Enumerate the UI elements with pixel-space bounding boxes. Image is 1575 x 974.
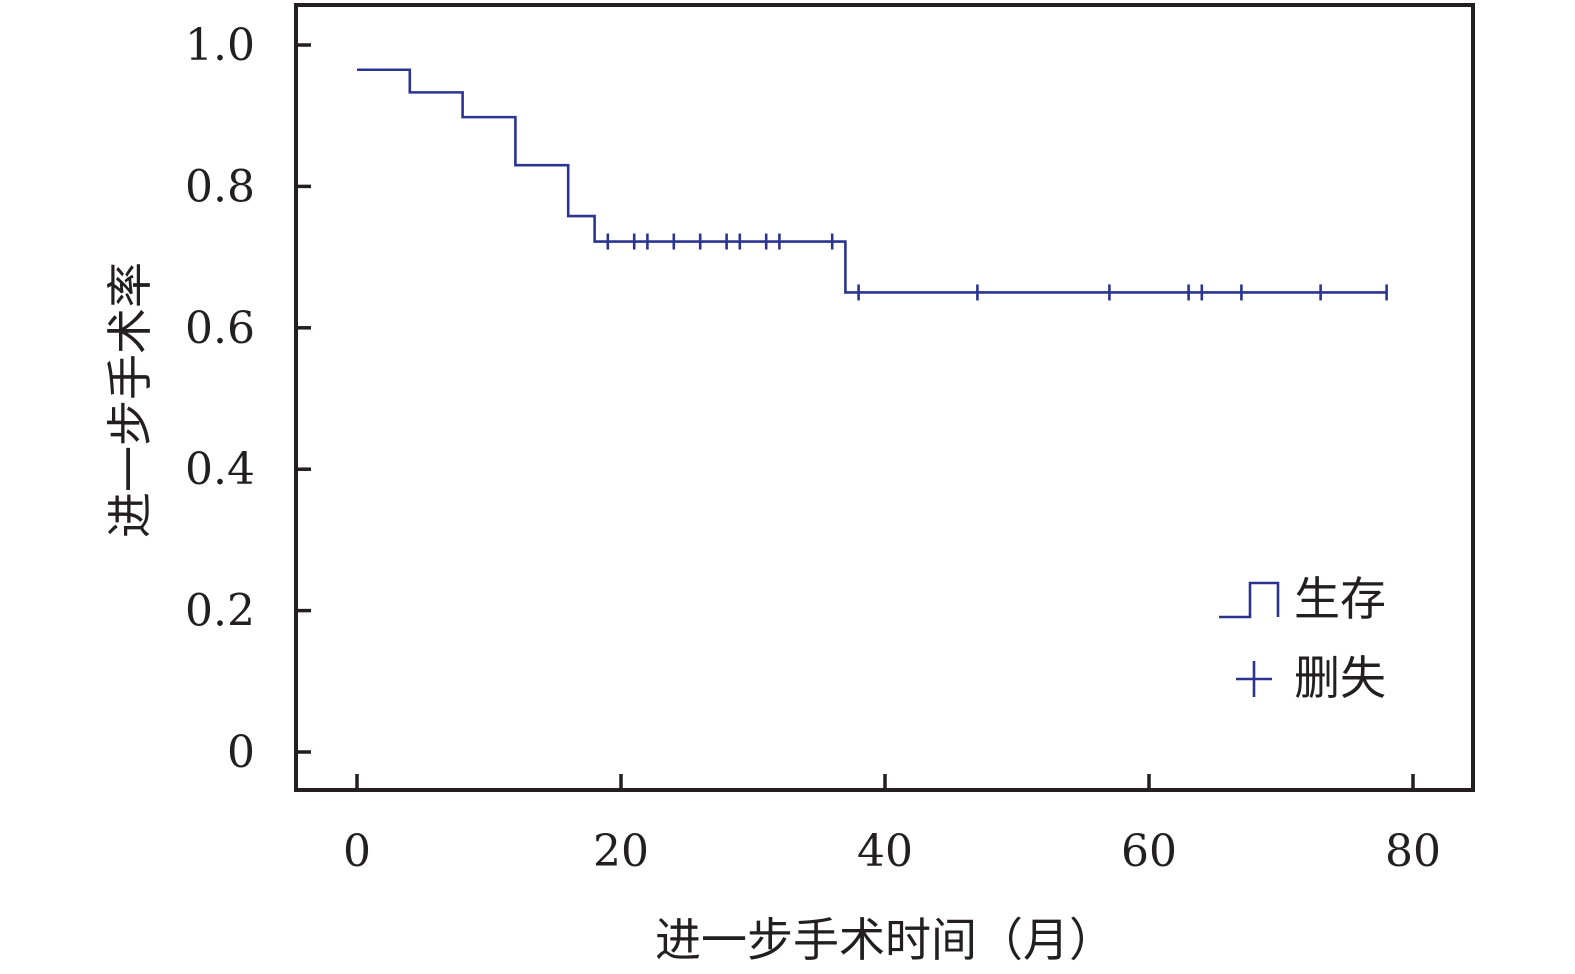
- x-axis-title: 进一步手术时间（月）: [655, 913, 1115, 967]
- y-axis-title: 进一步手术率: [103, 262, 157, 538]
- y-tick-label: 0: [227, 727, 255, 778]
- legend-label-survival: 生存: [1294, 572, 1386, 626]
- x-tick-label: 0: [343, 826, 371, 877]
- x-tick-label: 60: [1121, 826, 1177, 877]
- legend: 生存 删失: [1219, 572, 1386, 705]
- y-tick-label: 0.2: [185, 586, 255, 637]
- censor-marks: [606, 233, 1388, 301]
- y-tick-label: 0.6: [185, 303, 255, 354]
- x-axis: 0 20 40 60 80: [343, 774, 1441, 877]
- y-tick-label: 0.4: [185, 444, 255, 495]
- x-tick-label: 20: [593, 826, 649, 877]
- y-tick-label: 0.8: [185, 161, 255, 212]
- y-axis: 0 0.2 0.4 0.6 0.8 1.0: [185, 20, 311, 778]
- legend-plus-symbol: [1236, 661, 1272, 697]
- x-tick-label: 40: [857, 826, 913, 877]
- legend-step-symbol: [1219, 581, 1280, 619]
- survival-step-line: [357, 68, 1387, 294]
- y-tick-label: 1.0: [185, 20, 255, 71]
- legend-label-censored: 删失: [1294, 651, 1386, 705]
- x-tick-label: 80: [1385, 826, 1441, 877]
